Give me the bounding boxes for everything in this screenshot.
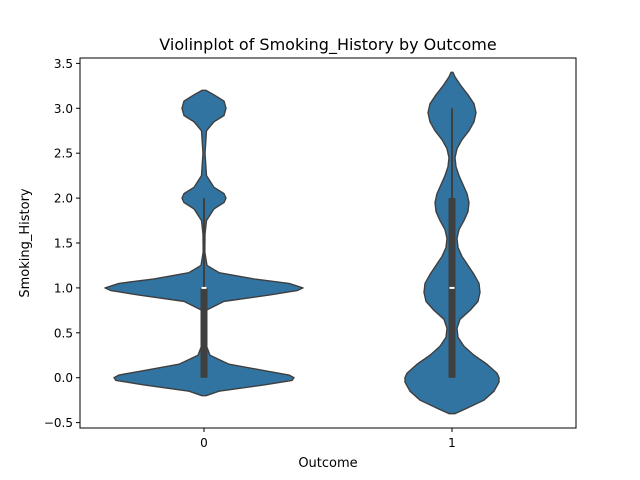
- iqr-box-0: [200, 287, 208, 378]
- y-tick-label: −0.5: [44, 416, 73, 430]
- y-tick-label: 3.5: [54, 57, 73, 71]
- y-axis-label: Smoking_History: [18, 188, 33, 298]
- y-tick-label: 0.5: [54, 326, 73, 340]
- y-tick-label: 1.5: [54, 237, 73, 251]
- y-tick-label: 2.5: [54, 147, 73, 161]
- y-axis: −0.5 0.0 0.5 1.0 1.5 2.0 2.5 3.0 3.5: [44, 57, 80, 430]
- y-tick-label: 1.0: [54, 281, 73, 295]
- y-tick-label: 0.0: [54, 371, 73, 385]
- chart-title: Violinplot of Smoking_History by Outcome: [159, 35, 496, 55]
- violins-layer: [104, 71, 500, 415]
- x-axis-label: Outcome: [298, 456, 357, 471]
- y-tick-label: 3.0: [54, 102, 73, 116]
- boxes-layer: [200, 108, 456, 378]
- x-tick-label: 1: [448, 436, 456, 450]
- y-tick-label: 2.0: [54, 192, 73, 206]
- x-tick-label: 0: [200, 436, 208, 450]
